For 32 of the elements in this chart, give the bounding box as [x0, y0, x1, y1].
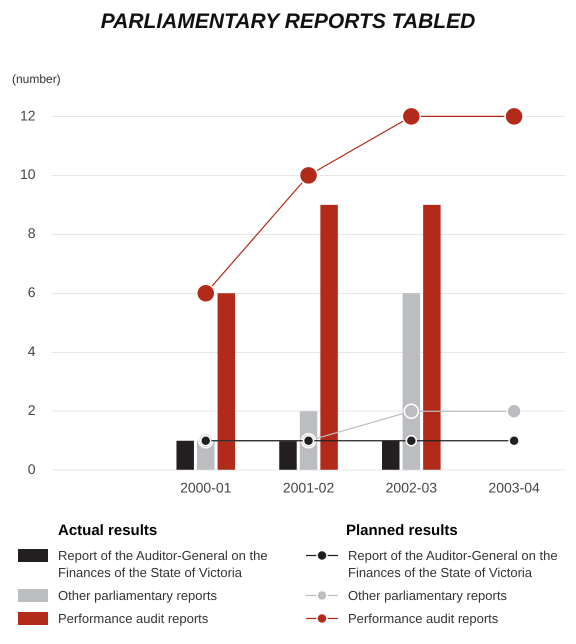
point [404, 403, 420, 419]
point [504, 106, 524, 126]
bar [218, 293, 236, 470]
legend-label: Other parliamentary reports [348, 587, 507, 604]
y-tick-label: 10 [20, 166, 36, 182]
x-tick-label: 2002-03 [386, 479, 438, 496]
point [406, 434, 418, 446]
x-tick-label: 2000-01 [180, 479, 232, 496]
y-tick-label: 2 [28, 402, 36, 418]
y-axis-title: (number) [12, 72, 61, 86]
bar [423, 204, 441, 470]
y-tick-label: 0 [28, 461, 36, 478]
x-tick-label: 2003-04 [488, 479, 540, 496]
point [506, 403, 522, 419]
y-tick-label: 8 [28, 225, 36, 242]
x-tick-label: 2001-02 [282, 479, 334, 496]
bar [320, 204, 338, 470]
legend-label: Report of the Auditor-General on the Finances of the State of Victoria [58, 547, 269, 581]
legend-label: Performance audit reports [58, 610, 208, 627]
point [196, 284, 216, 304]
y-tick-label: 6 [28, 284, 36, 300]
chart-title: PARLIAMENTARY REPORTS TABLED [100, 10, 476, 34]
y-tick-label: 12 [20, 107, 36, 124]
legend-label: Performance audit reports [348, 610, 498, 627]
bar [176, 440, 194, 470]
legend-label: Other parliamentary reports [58, 587, 217, 604]
y-tick-label: 4 [28, 343, 36, 360]
text: Actual results [58, 522, 158, 539]
point [402, 106, 422, 126]
legend-label: Report of the Auditor-General on the Finances of the State of Victoria [348, 547, 559, 581]
point [298, 166, 318, 186]
text: Planned results [346, 522, 459, 539]
